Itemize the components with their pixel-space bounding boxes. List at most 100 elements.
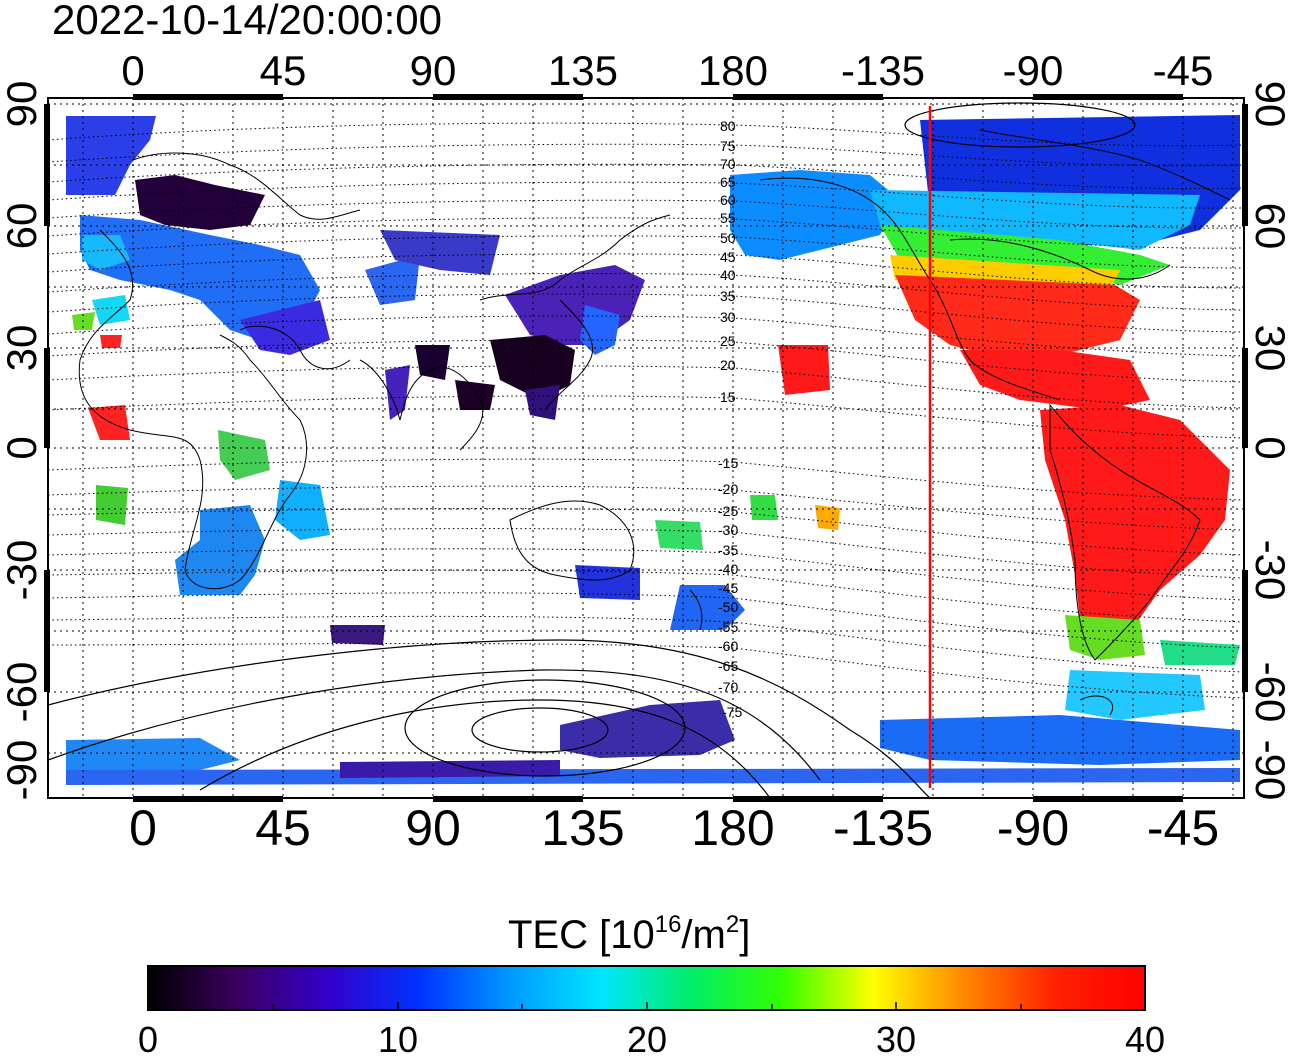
contour-label: -50: [718, 599, 738, 615]
tec-region-antarctic-east: [880, 715, 1240, 765]
right-lat-label: 90: [1247, 81, 1294, 128]
tec-region-patagonia: [1065, 615, 1145, 660]
contour-label: -55: [718, 619, 738, 635]
contour-label: -45: [718, 580, 738, 596]
contour-label: 75: [720, 138, 736, 154]
colorbar-title-mid: /m: [681, 913, 725, 957]
top-lon-label: -45: [1153, 47, 1214, 94]
left-lat-label: 0: [0, 436, 45, 459]
colorbar-tick-label: 40: [1125, 1019, 1165, 1057]
tec-region-new-zealand: [670, 585, 745, 630]
tec-region-antarctic-peninsula: [1065, 670, 1205, 720]
right-axis-labels: 90 60 30 0 -30 -60 -90: [1247, 81, 1294, 801]
contour-label: -70: [718, 679, 738, 695]
map-title: 2022-10-14/20:00:00: [52, 0, 442, 43]
top-lon-label: -135: [841, 47, 925, 94]
tec-region-africa-west-small: [96, 485, 128, 525]
tec-region-south-america: [1040, 405, 1230, 640]
right-lat-label: -60: [1247, 662, 1294, 723]
tec-region-philippines: [525, 385, 560, 420]
tec-region-south-west-pacific: [560, 700, 735, 758]
contour-label: -60: [718, 638, 738, 654]
bottom-lon-label: -45: [1147, 800, 1219, 856]
contour-label: -20: [718, 481, 738, 497]
left-lat-label: 60: [0, 203, 45, 250]
tec-region-central-america: [960, 350, 1150, 410]
tec-region-europe-west: [82, 235, 130, 270]
contour-label: -15: [718, 455, 738, 471]
tec-region-pacific-small-2: [815, 505, 840, 530]
bottom-lon-label: 90: [405, 800, 461, 856]
right-lat-label: 0: [1247, 436, 1294, 459]
tec-region-central-asia: [365, 255, 420, 305]
colorbar-tick-label: 10: [378, 1019, 418, 1057]
top-axis-labels: 0 45 90 135 180 -135 -90 -45: [121, 47, 1213, 94]
contour-label: -75: [722, 704, 742, 720]
top-lon-label: 180: [698, 47, 768, 94]
tec-region-west-africa: [88, 405, 130, 440]
colorbar-tick-labels: 0 10 20 30 40: [138, 1019, 1165, 1057]
contour-labels-south: -15 -20 -25 -30 -35 -40 -45 -50 -55 -60 …: [718, 455, 742, 720]
contour-label: -30: [718, 522, 738, 538]
left-lat-label: -90: [0, 740, 45, 801]
contour-label: 55: [720, 210, 736, 226]
contour-label: 70: [720, 156, 736, 172]
contour-label: 80: [720, 118, 736, 134]
bottom-lon-label: 135: [541, 800, 624, 856]
contour-label: 25: [720, 333, 736, 349]
colorbar-ticks: [272, 1002, 1022, 1010]
contour-label: 30: [720, 309, 736, 325]
contour-label: 40: [720, 267, 736, 283]
contour-label: -25: [718, 503, 738, 519]
contour-label: -65: [718, 658, 738, 674]
colorbar-tick-label: 30: [876, 1019, 916, 1057]
tec-region-indochina: [455, 380, 495, 410]
bottom-lon-label: -90: [997, 800, 1069, 856]
tec-region-us: [895, 275, 1140, 360]
contour-label: 60: [720, 192, 736, 208]
tec-region-china-south-dark: [490, 335, 575, 400]
right-lat-label: 30: [1247, 325, 1294, 372]
left-lat-label: -60: [0, 662, 45, 723]
contour-label: 20: [720, 357, 736, 373]
tec-region-falklands: [1160, 640, 1240, 665]
colorbar-title-sup: 16: [655, 911, 682, 938]
top-lon-label: 0: [121, 47, 144, 94]
bottom-lon-label: 180: [691, 800, 774, 856]
contour-label: 15: [720, 389, 736, 405]
contour-label: 65: [720, 174, 736, 190]
right-lat-label: -30: [1247, 540, 1294, 601]
bottom-lon-label: 45: [255, 800, 311, 856]
contour-label: 50: [720, 230, 736, 246]
tec-region-east-africa: [218, 430, 270, 480]
tec-region-south-indian: [330, 625, 385, 645]
tec-region-central-asia-2: [380, 230, 500, 275]
colorbar-tick-label: 20: [627, 1019, 667, 1057]
tec-region-pacific-small: [750, 495, 778, 520]
bottom-axis-labels: 0 45 90 135 180 -135 -90 -45: [129, 800, 1219, 856]
contour-label: -40: [718, 561, 738, 577]
colorbar-title-sup2: 2: [726, 911, 739, 938]
top-lon-label: 135: [548, 47, 618, 94]
tec-region-middle-east: [240, 300, 330, 355]
tec-region-japan: [580, 305, 620, 355]
colorbar-title-end: ]: [739, 913, 750, 957]
tec-region-madagascar: [275, 480, 330, 540]
contour-label: -35: [718, 542, 738, 558]
bottom-lon-label: -135: [833, 800, 933, 856]
left-axis-labels: 90 60 30 0 -30 -60 -90: [0, 81, 45, 801]
top-lon-label: -90: [1003, 47, 1064, 94]
right-lat-label: -90: [1247, 740, 1294, 801]
contour-label: 35: [720, 288, 736, 304]
tec-region-antarctic-west: [66, 738, 240, 770]
tec-region-pacific-red: [778, 345, 830, 395]
left-lat-label: -30: [0, 540, 45, 601]
right-lat-label: 60: [1247, 203, 1294, 250]
bottom-lon-label: 0: [129, 800, 157, 856]
tec-region-europe: [80, 215, 320, 340]
tec-region-coral: [655, 520, 703, 550]
contour-labels-north: 80 75 70 65 60 55 50 45 40 35 30 25 20 1…: [720, 118, 736, 405]
colorbar-title-main: TEC [10: [508, 913, 655, 957]
left-lat-label: 30: [0, 325, 45, 372]
